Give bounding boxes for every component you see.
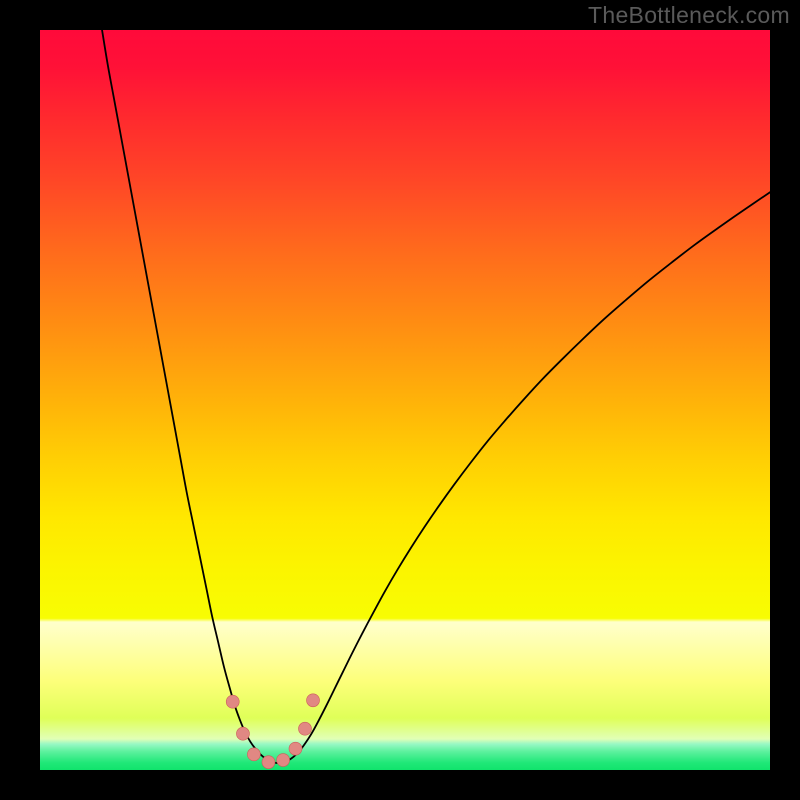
valley-dot bbox=[226, 695, 239, 708]
bottleneck-curve-chart bbox=[40, 30, 770, 770]
valley-dot bbox=[277, 754, 290, 767]
watermark-text: TheBottleneck.com bbox=[588, 2, 790, 29]
valley-dot bbox=[247, 748, 260, 761]
valley-dot bbox=[289, 742, 302, 755]
valley-dot bbox=[262, 756, 275, 769]
chart-background bbox=[40, 30, 770, 770]
valley-dot bbox=[298, 722, 311, 735]
chart-stage: TheBottleneck.com bbox=[0, 0, 800, 800]
plot-area bbox=[40, 30, 770, 770]
valley-dot bbox=[307, 694, 320, 707]
valley-dot bbox=[236, 727, 249, 740]
